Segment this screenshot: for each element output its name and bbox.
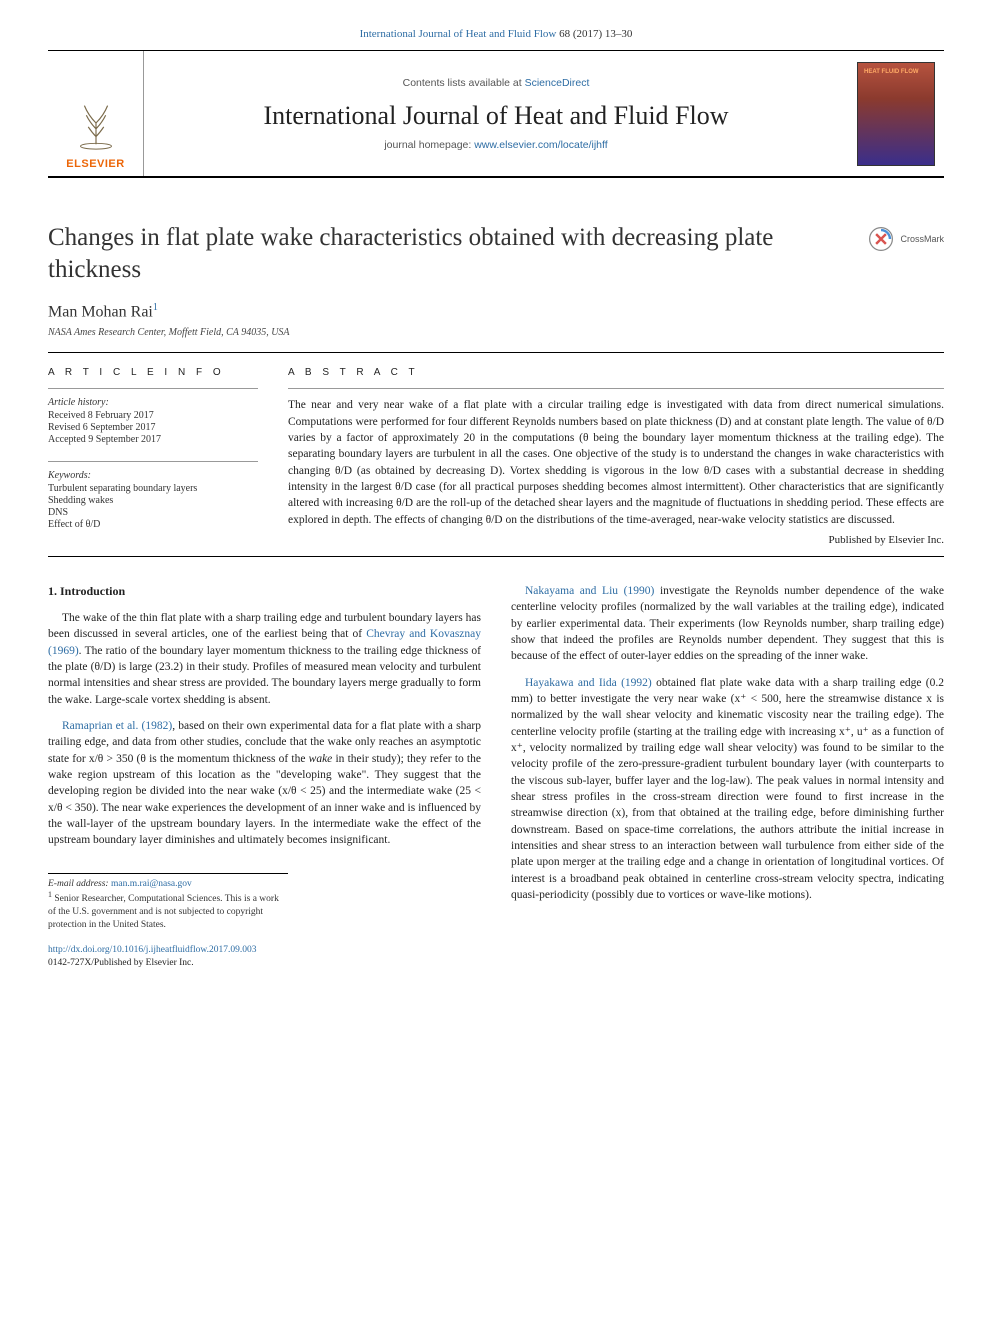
history-line: Accepted 9 September 2017 [48,434,258,445]
keyword: Shedding wakes [48,495,258,506]
title-block: Changes in flat plate wake characteristi… [48,222,944,338]
affiliation: NASA Ames Research Center, Moffett Field… [48,327,944,338]
top-citation: International Journal of Heat and Fluid … [48,28,944,40]
paragraph: Hayakawa and Iida (1992) obtained flat p… [511,675,944,904]
masthead: ELSEVIER Contents lists available at Sci… [48,50,944,178]
issn-line: 0142-727X/Published by Elsevier Inc. [48,958,194,968]
body-columns: 1. Introduction The wake of the thin fla… [48,583,944,970]
citation-link[interactable]: Ramaprian et al. (1982) [62,720,172,732]
keyword: DNS [48,507,258,518]
rule-below-abs [48,556,944,557]
footnote-1: 1 Senior Researcher, Computational Scien… [48,890,288,932]
cover-thumb-wrap: HEAT FLUID FLOW [848,51,944,176]
publisher-name: ELSEVIER [66,158,124,170]
doi-block: http://dx.doi.org/10.1016/j.ijheatfluidf… [48,944,481,970]
homepage-prefix: journal homepage: [384,139,474,151]
sciencedirect-link[interactable]: ScienceDirect [525,77,590,89]
info-rule-2 [48,461,258,462]
abstract-heading: a b s t r a c t [288,367,944,378]
paragraph: The wake of the thin flat plate with a s… [48,610,481,708]
keyword: Turbulent separating boundary layers [48,483,258,494]
paragraph: Nakayama and Liu (1990) investigate the … [511,583,944,665]
citation-link[interactable]: Nakayama and Liu (1990) [525,585,654,597]
article-title: Changes in flat plate wake characteristi… [48,222,818,286]
italic-word: wake [309,753,333,765]
footnotes-block: E-mail address: man.m.rai@nasa.gov 1 Sen… [48,873,288,932]
info-rule-1 [48,388,258,389]
paragraph: Ramaprian et al. (1982), based on their … [48,718,481,849]
author-text: Man Mohan Rai [48,303,153,320]
elsevier-tree-icon [67,94,125,152]
author-name: Man Mohan Rai1 [48,302,944,321]
history-line: Revised 6 September 2017 [48,422,258,433]
section-heading: 1. Introduction [48,583,481,600]
contents-prefix: Contents lists available at [403,77,525,89]
left-column: 1. Introduction The wake of the thin fla… [48,583,481,970]
abs-rule [288,388,944,389]
info-abstract-row: a r t i c l e i n f o Article history: R… [48,353,944,546]
masthead-center: Contents lists available at ScienceDirec… [144,51,848,176]
right-column: Nakayama and Liu (1990) investigate the … [511,583,944,970]
history-line: Received 8 February 2017 [48,410,258,421]
footnote-text: Senior Researcher, Computational Science… [48,895,279,931]
crossmark-label: CrossMark [900,234,944,244]
top-citation-journal[interactable]: International Journal of Heat and Fluid … [360,28,557,40]
author-footnote-marker: 1 [153,302,158,313]
crossmark-icon [868,226,894,252]
email-label: E-mail address: [48,879,109,889]
email-link[interactable]: man.m.rai@nasa.gov [111,879,192,889]
crossmark-badge[interactable]: CrossMark [868,226,944,252]
keyword: Effect of θ/D [48,519,258,530]
journal-name: International Journal of Heat and Fluid … [263,101,728,131]
journal-cover-thumb: HEAT FLUID FLOW [857,62,935,166]
publisher-block: ELSEVIER [48,51,144,176]
cover-label: HEAT FLUID FLOW [864,69,919,76]
top-citation-volpages: 68 (2017) 13–30 [556,28,632,40]
publisher-line: Published by Elsevier Inc. [288,534,944,546]
keywords-label: Keywords: [48,470,258,481]
article-info-col: a r t i c l e i n f o Article history: R… [48,353,258,546]
abstract-body: The near and very near wake of a flat pl… [288,397,944,528]
article-info-heading: a r t i c l e i n f o [48,367,258,378]
homepage-line: journal homepage: www.elsevier.com/locat… [384,139,607,151]
doi-link[interactable]: http://dx.doi.org/10.1016/j.ijheatfluidf… [48,945,256,955]
citation-link[interactable]: Hayakawa and Iida (1992) [525,677,652,689]
contents-line: Contents lists available at ScienceDirec… [403,77,590,89]
homepage-link[interactable]: www.elsevier.com/locate/ijhff [474,139,607,151]
footnote-email: E-mail address: man.m.rai@nasa.gov [48,878,288,891]
abstract-col: a b s t r a c t The near and very near w… [288,353,944,546]
history-label: Article history: [48,397,258,408]
